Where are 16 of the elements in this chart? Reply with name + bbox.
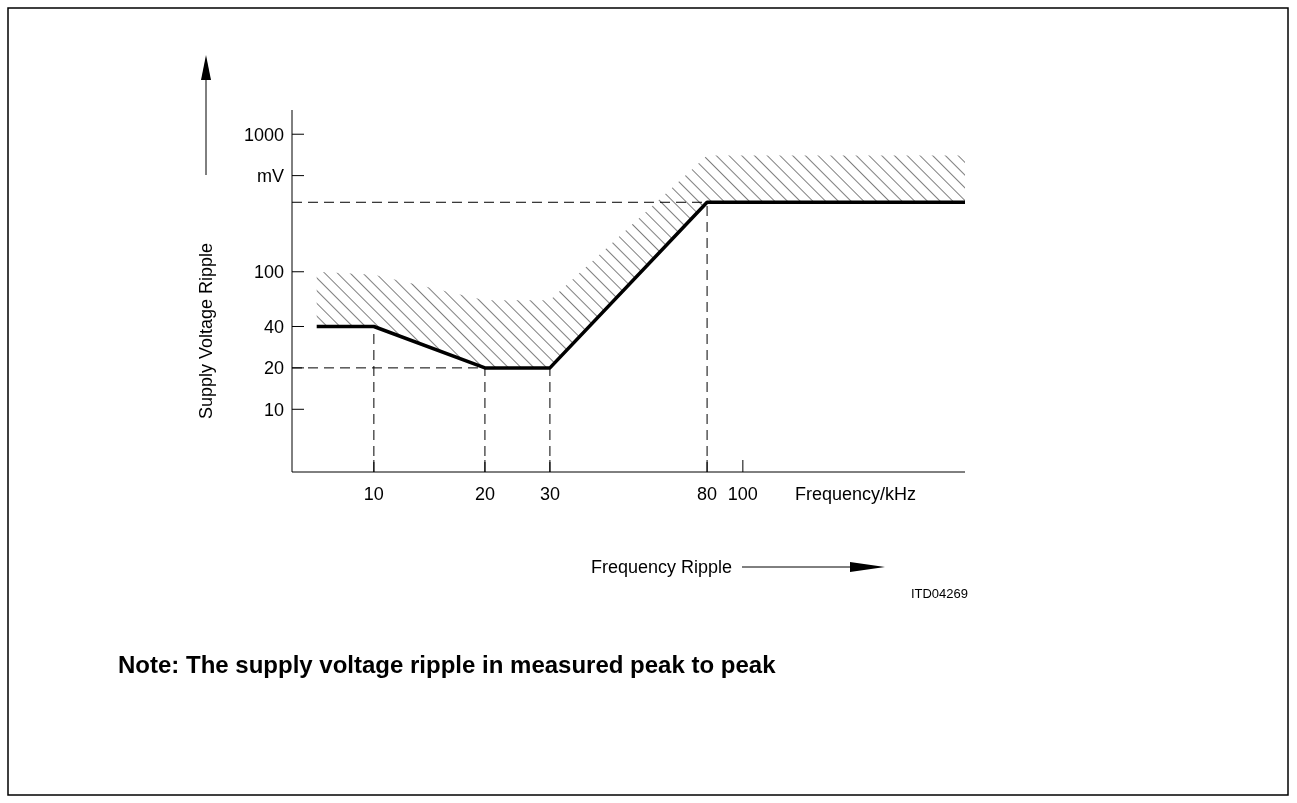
y-tick-label: mV [257,165,284,186]
y-tick-label: 20 [263,358,284,379]
x-axis-title: Frequency Ripple [590,557,732,577]
x-tick-label: 10 [363,484,384,504]
text: Note: The supply voltage ripple in measured peak to peak [118,651,777,678]
x-tick-label: 20 [474,484,495,504]
y-tick-label: 10 [263,399,284,420]
y-tick-label: 40 [263,316,284,337]
text: Frequency/kHz [795,484,917,504]
x-tick-label: 80 [697,484,718,504]
y-tick-label: 1000 [243,124,284,145]
x-tick-label: 30 [539,484,560,504]
y-axis-title: Supply Voltage Ripple [196,242,216,420]
text: ITD04269 [910,586,968,601]
x-tick-label: 100 [727,484,758,504]
y-tick-label: 100 [253,262,284,283]
